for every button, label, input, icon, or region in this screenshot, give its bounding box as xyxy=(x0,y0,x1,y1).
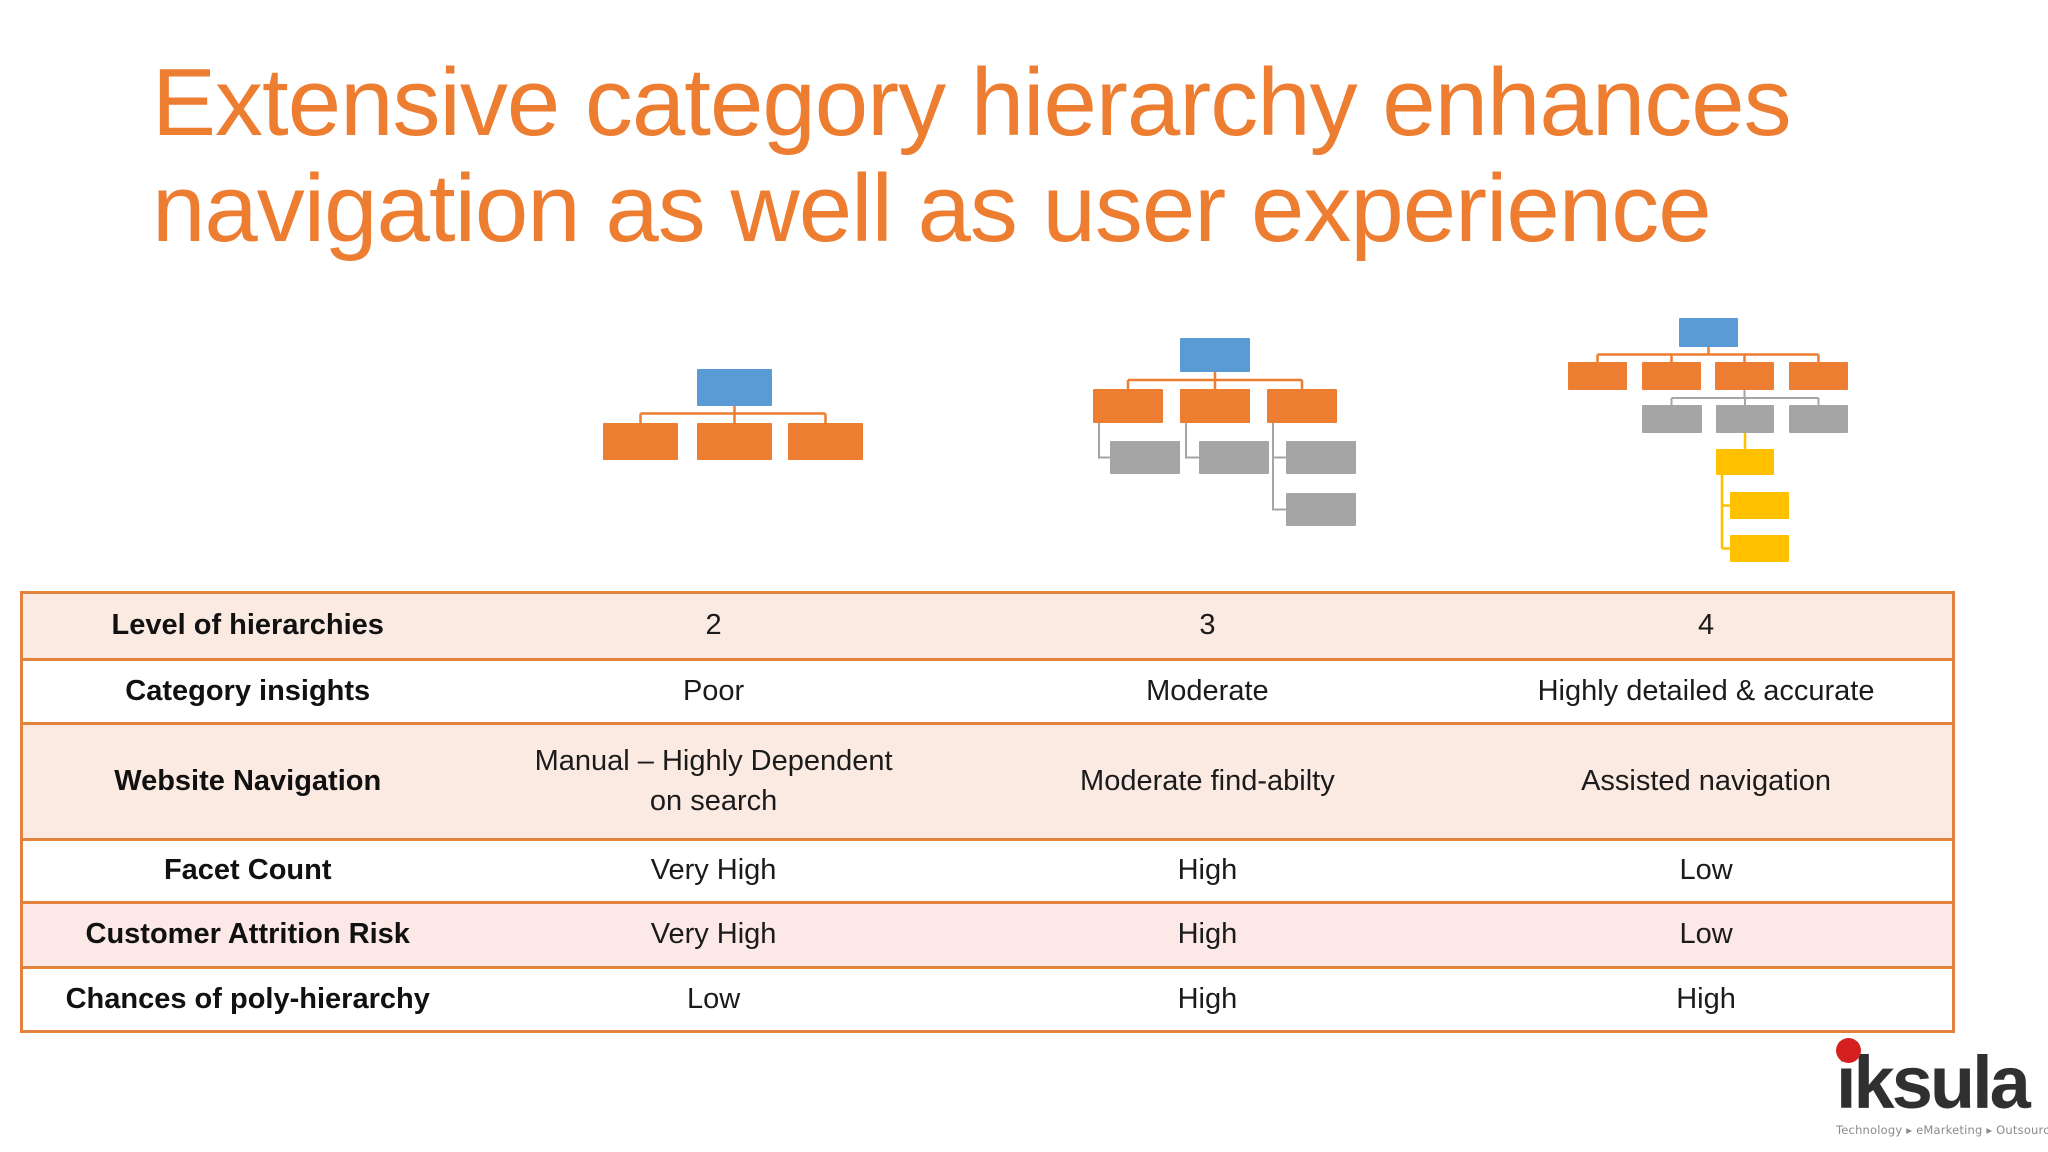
great-grandchild-node-yellow xyxy=(1730,492,1789,519)
table-cell: High xyxy=(1177,982,1238,1015)
table-cell: Moderate find-abilty xyxy=(1080,764,1335,797)
grandchild-node-gray xyxy=(1286,493,1356,526)
great-grandchild-node-yellow xyxy=(1716,449,1774,475)
row-label: Category insights xyxy=(125,674,371,707)
child-node-orange xyxy=(1568,362,1627,390)
page-title-line1: Extensive category hierarchy enhances xyxy=(152,49,1792,156)
table-cell: Low xyxy=(686,982,741,1015)
child-node-orange xyxy=(1789,362,1848,390)
table-cell: Poor xyxy=(682,674,745,707)
row-label: Customer Attrition Risk xyxy=(85,918,410,951)
grandchild-node-gray xyxy=(1286,441,1356,474)
root-node-blue xyxy=(697,369,772,406)
hierarchy-diagram-2-levels xyxy=(600,366,866,462)
row-label: Website Navigation xyxy=(114,764,382,797)
grandchild-node-gray xyxy=(1716,405,1774,433)
grandchild-node-gray xyxy=(1789,405,1848,433)
table-cell: 4 xyxy=(1697,609,1715,642)
connector-lines xyxy=(1596,347,1820,550)
table-cell: High xyxy=(1676,982,1736,1015)
root-node-blue xyxy=(1679,318,1738,347)
table-row: Facet Count Very High High Low xyxy=(23,838,1952,901)
grandchild-node-gray xyxy=(1110,441,1180,474)
table-row: Chances of poly-hierarchy Low High High xyxy=(23,966,1952,1030)
table-row: Customer Attrition Risk Very High High L… xyxy=(23,901,1952,966)
table-cell: Very High xyxy=(650,854,777,887)
table-row: Level of hierarchies 2 3 4 xyxy=(23,594,1952,658)
child-node-orange xyxy=(697,423,772,460)
child-node-orange xyxy=(1180,389,1250,423)
table-cell: Low xyxy=(1679,854,1733,887)
page-title: Extensive category hierarchy enhances na… xyxy=(152,50,1912,261)
child-node-orange xyxy=(1715,362,1774,390)
row-label: Chances of poly-hierarchy xyxy=(65,982,430,1015)
root-node-blue xyxy=(1180,338,1250,372)
row-label: Facet Count xyxy=(163,854,332,887)
table-cell: High xyxy=(1177,918,1238,951)
table-cell: Highly detailed & accurate xyxy=(1537,674,1875,707)
great-grandchild-node-yellow xyxy=(1730,535,1789,562)
table-cell: Moderate xyxy=(1146,674,1269,707)
table-cell: 2 xyxy=(705,609,722,642)
table-cell: Low xyxy=(1679,918,1733,951)
table-row: Website Navigation Manual – Highly Depen… xyxy=(23,722,1952,838)
table-cell: Assisted navigation xyxy=(1581,764,1831,797)
iksula-tagline: Technology ▸ eMarketing ▸ Outsourcing xyxy=(1836,1123,2048,1137)
table-cell: Manual – Highly Dependent on search xyxy=(534,745,893,817)
child-node-orange xyxy=(1267,389,1337,423)
hierarchy-diagram-3-levels xyxy=(1085,335,1365,535)
hierarchy-diagram-4-levels xyxy=(1560,315,1860,570)
connector-lines-orange xyxy=(639,406,827,423)
iksula-wordmark: iksula xyxy=(1836,1038,2048,1120)
page-title-line2: navigation as well as user experience xyxy=(152,154,1712,262)
table-cell: Very High xyxy=(650,918,777,951)
comparison-table: Level of hierarchies 2 3 4 Category insi… xyxy=(20,591,1955,1033)
connector-lines xyxy=(1098,372,1304,511)
table-cell: High xyxy=(1177,854,1238,887)
grandchild-node-gray xyxy=(1642,405,1702,433)
child-node-orange xyxy=(1642,362,1701,390)
table-cell: 3 xyxy=(1199,609,1216,642)
row-label: Level of hierarchies xyxy=(111,609,384,642)
iksula-logo: iksula Technology ▸ eMarketing ▸ Outsour… xyxy=(1836,1038,2048,1137)
child-node-orange xyxy=(788,423,863,460)
child-node-orange xyxy=(603,423,678,460)
child-node-orange xyxy=(1093,389,1163,423)
grandchild-node-gray xyxy=(1199,441,1269,474)
table-row: Category insights Poor Moderate Highly d… xyxy=(23,658,1952,722)
